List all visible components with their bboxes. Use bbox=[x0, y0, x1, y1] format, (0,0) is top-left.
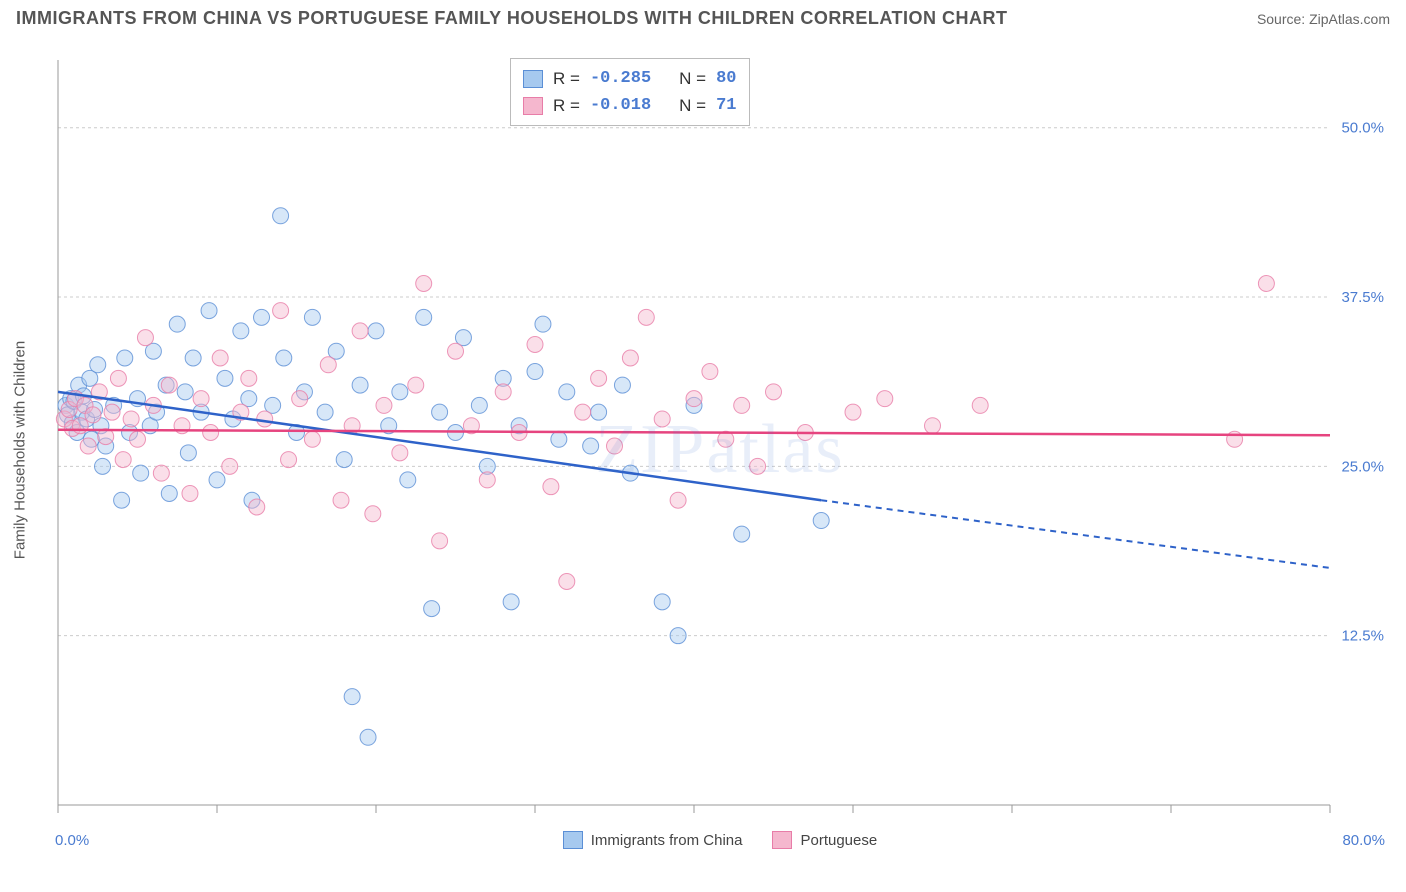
x-min-label: 0.0% bbox=[55, 832, 89, 849]
legend-label-2: Portuguese bbox=[800, 832, 877, 849]
source-label: Source: ZipAtlas.com bbox=[1257, 11, 1390, 27]
stats-R-label: R = bbox=[553, 65, 580, 92]
stats-R-label2: R = bbox=[553, 92, 580, 119]
stats-N-label2: N = bbox=[679, 92, 706, 119]
chart-container: Family Households with Children 12.5%25.… bbox=[50, 55, 1390, 845]
svg-text:25.0%: 25.0% bbox=[1341, 458, 1384, 475]
legend-item-2: Portuguese bbox=[772, 831, 877, 849]
svg-text:50.0%: 50.0% bbox=[1341, 120, 1384, 137]
legend-label-1: Immigrants from China bbox=[591, 832, 743, 849]
svg-text:12.5%: 12.5% bbox=[1341, 628, 1384, 645]
stats-N-value-1: 80 bbox=[716, 65, 736, 92]
legend-swatch-1 bbox=[563, 831, 583, 849]
stats-box: R = -0.285 N = 80 R = -0.018 N = 71 bbox=[510, 58, 750, 126]
chart-header: IMMIGRANTS FROM CHINA VS PORTUGUESE FAMI… bbox=[0, 0, 1406, 33]
stats-R-value-2: -0.018 bbox=[590, 92, 651, 119]
stats-row-1: R = -0.285 N = 80 bbox=[523, 65, 737, 92]
svg-text:37.5%: 37.5% bbox=[1341, 289, 1384, 306]
chart-title: IMMIGRANTS FROM CHINA VS PORTUGUESE FAMI… bbox=[16, 8, 1008, 29]
stats-N-value-2: 71 bbox=[716, 92, 736, 119]
legend-item-1: Immigrants from China bbox=[563, 831, 743, 849]
y-axis-label: Family Households with Children bbox=[12, 341, 29, 559]
swatch-series1 bbox=[523, 70, 543, 88]
stats-R-value-1: -0.285 bbox=[590, 65, 651, 92]
stats-N-label: N = bbox=[679, 65, 706, 92]
x-max-label: 80.0% bbox=[1342, 832, 1385, 849]
legend-swatch-2 bbox=[772, 831, 792, 849]
stats-row-2: R = -0.018 N = 71 bbox=[523, 92, 737, 119]
scatter-chart: 12.5% 25.0% 37.5% 50.0% bbox=[50, 55, 1390, 845]
swatch-series2 bbox=[523, 97, 543, 115]
x-axis-legend: 0.0% Immigrants from China Portuguese 80… bbox=[50, 831, 1390, 849]
